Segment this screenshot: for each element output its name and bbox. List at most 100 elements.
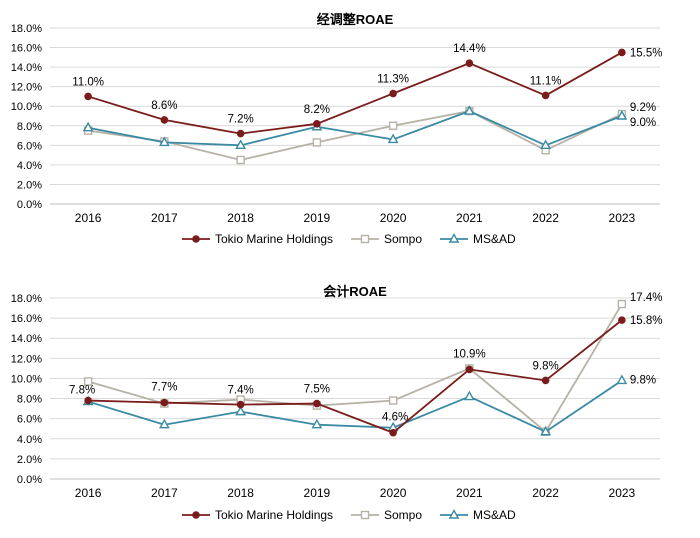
data-point [618, 48, 626, 57]
data-label: 9.8% [630, 374, 656, 386]
y-tick-label: 2.0% [17, 179, 42, 191]
data-label: 11.3% [377, 74, 409, 86]
y-tick-label: 0.0% [17, 474, 42, 486]
legend-label: Sompo [384, 232, 422, 246]
data-point [463, 390, 475, 401]
data-point [463, 105, 475, 115]
y-tick-label: 12.0% [11, 82, 42, 94]
legend-marker [448, 233, 460, 243]
data-point [389, 428, 397, 437]
data-point [235, 405, 247, 416]
data-label: 9.0% [630, 117, 656, 129]
data-point [84, 396, 92, 405]
legend-marker [192, 235, 200, 243]
data-point [236, 129, 245, 138]
legend-item: Sompo [351, 232, 422, 246]
y-tick-label: 18.0% [11, 293, 42, 305]
y-tick-label: 18.0% [11, 23, 42, 35]
x-tick-label: 2020 [380, 486, 407, 500]
x-tick-label: 2019 [304, 211, 331, 225]
y-tick-label: 0.0% [17, 199, 42, 211]
data-point [312, 138, 322, 147]
data-label: 11.0% [72, 76, 104, 88]
x-tick-label: 2017 [151, 486, 178, 500]
data-point [160, 116, 169, 124]
data-point [465, 59, 474, 68]
series-sompo [83, 106, 627, 165]
x-tick-label: 2018 [227, 486, 254, 500]
x-tick-label: 2019 [304, 486, 331, 500]
series-line [87, 110, 623, 161]
y-tick-label: 12.0% [11, 353, 42, 365]
legend-label: MS&AD [473, 232, 516, 246]
x-tick-label: 2023 [609, 486, 636, 500]
y-tick-label: 14.0% [11, 62, 42, 74]
series-ms-ad [82, 374, 628, 436]
legend-label: MS&AD [473, 508, 516, 522]
data-point [388, 396, 398, 405]
series-line [87, 51, 623, 135]
data-label: 8.6% [151, 100, 177, 112]
data-point [540, 139, 552, 150]
y-tick-label: 6.0% [17, 414, 42, 426]
legend-label: Tokio Marine Holdings [215, 232, 333, 246]
legend-label: Tokio Marine Holdings [215, 508, 333, 522]
data-point [541, 91, 550, 100]
y-tick-label: 14.0% [11, 333, 42, 345]
x-tick-label: 2021 [456, 486, 483, 500]
y-tick-label: 4.0% [17, 434, 42, 446]
data-point [236, 155, 245, 165]
series-line [88, 319, 623, 434]
x-tick-label: 2022 [532, 211, 559, 225]
y-tick-label: 16.0% [11, 43, 42, 55]
data-point [618, 316, 626, 324]
data-label: 10.9% [453, 348, 486, 360]
legend-item: Tokio Marine Holdings [182, 232, 333, 246]
legend-marker [448, 509, 460, 519]
data-label: 7.7% [151, 382, 177, 394]
data-point [541, 376, 550, 385]
y-tick-label: 10.0% [11, 373, 42, 385]
data-point [158, 136, 170, 147]
legend-item: MS&AD [440, 232, 516, 246]
legend-label: Sompo [384, 508, 422, 522]
data-point [617, 299, 627, 309]
data-label: 15.8% [630, 315, 663, 327]
legend-item: Sompo [351, 508, 422, 522]
data-point [84, 92, 92, 101]
y-tick-label: 2.0% [17, 454, 42, 466]
data-point [616, 374, 628, 385]
series-tokio-marine-holdings [84, 48, 626, 138]
data-point [388, 121, 398, 130]
data-point [158, 418, 170, 429]
x-tick-label: 2016 [75, 486, 102, 500]
x-tick-label: 2023 [609, 211, 636, 225]
data-label: 4.6% [382, 412, 408, 424]
legend-marker [360, 510, 370, 520]
y-tick-label: 10.0% [11, 101, 42, 113]
series-line [87, 110, 623, 147]
data-label: 7.8% [69, 385, 95, 397]
data-point [540, 425, 552, 436]
data-point [160, 398, 169, 407]
x-tick-label: 2021 [456, 211, 483, 225]
legend: Tokio Marine Holdings Sompo MS&AD [182, 232, 516, 246]
data-label: 17.4% [630, 292, 663, 304]
series-tokio-marine-holdings [84, 316, 626, 437]
data-point [236, 400, 245, 409]
series-line [87, 379, 623, 433]
data-label: 7.5% [304, 384, 330, 396]
data-point [235, 139, 247, 150]
legend-marker [192, 511, 200, 519]
y-tick-label: 8.0% [17, 394, 42, 406]
data-point [616, 110, 628, 120]
y-tick-label: 8.0% [17, 121, 42, 133]
chart-2: 会计ROAE 0.0% 2.0% 4.0% 6.0% 8.0% 10.0% 12.0% 14.0… [11, 284, 663, 522]
data-label: 7.2% [228, 114, 254, 126]
x-tick-label: 2018 [227, 211, 254, 225]
data-point [313, 399, 321, 408]
data-point [83, 377, 93, 386]
data-point [82, 121, 94, 132]
series-ms-ad [82, 105, 628, 150]
data-point [465, 365, 474, 374]
